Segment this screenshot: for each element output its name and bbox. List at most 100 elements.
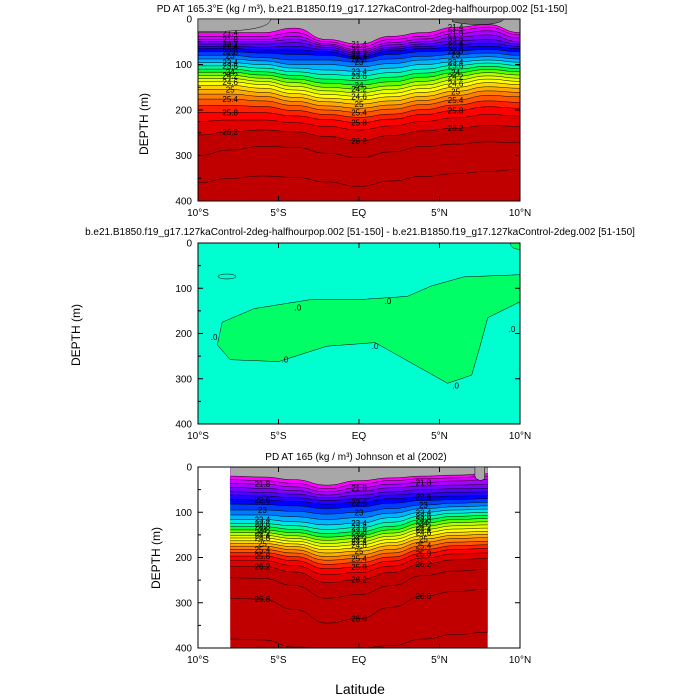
contour-label: 26.2: [416, 560, 432, 569]
isopycnal-line: [230, 498, 488, 509]
isopycnal-line: [198, 26, 520, 48]
isopycnal-line: [198, 66, 520, 81]
contour-label: .0: [509, 325, 516, 334]
y-tick-label: 100: [175, 508, 192, 519]
isopycnal-line: [198, 100, 520, 118]
x-tick-label: 10°N: [509, 655, 531, 666]
contour-label: 23: [355, 508, 364, 517]
contour-label: .0: [211, 333, 218, 342]
contour-label: 22.2: [222, 40, 238, 49]
y-tick-label: 200: [175, 553, 192, 564]
isopycnal-line: [198, 34, 520, 53]
contour-label: 23.4: [351, 519, 367, 528]
contour-label: 23.4: [448, 58, 464, 67]
isopycnal-line: [230, 521, 488, 541]
contour-label: 21.8: [255, 480, 271, 489]
contour-label: 23.6: [351, 72, 367, 81]
contour-label: .0: [452, 382, 459, 391]
isopycnal-line: [230, 508, 488, 526]
contour-label: 24.6: [351, 92, 367, 101]
isopycnal-line: [230, 479, 488, 493]
isopycnal-line: [198, 78, 520, 97]
contour-label: 25: [258, 539, 267, 548]
isopycnal-line: [198, 106, 520, 123]
isopycnal-line: [230, 515, 488, 534]
contour-label: 24: [226, 68, 235, 77]
y-axis-label: DEPTH (m): [69, 304, 83, 366]
density-band: [230, 467, 488, 486]
x-tick-label: 5°S: [270, 431, 287, 442]
isopycnal-line: [230, 475, 488, 489]
y-axis-label: DEPTH (m): [137, 93, 151, 155]
contour-label: 26.6: [416, 592, 432, 601]
isopycnal-line: [230, 534, 488, 554]
contour-label: 25: [355, 547, 364, 556]
contour-label: 22.4: [222, 42, 238, 51]
y-axis-label: DEPTH (m): [149, 527, 163, 589]
contour-label: 23.4: [351, 67, 367, 76]
isopycnal-line: [230, 473, 488, 486]
contour-label: 22.2: [448, 37, 464, 46]
isopycnal-line: [230, 569, 488, 599]
contour-label: 25.4: [255, 545, 271, 554]
y-tick-label: 0: [186, 463, 192, 474]
x-tick-label: EQ: [352, 208, 367, 219]
contour-label: 23.6: [222, 62, 238, 71]
contour-label: 22.8: [448, 47, 464, 56]
contour-label: 25.4: [416, 542, 432, 551]
contour-label: 23: [451, 50, 460, 59]
x-tick-label: 10°S: [187, 431, 209, 442]
contour-label: 23.8: [351, 528, 367, 537]
isopycnal-line: [230, 488, 488, 499]
y-tick-label: 300: [175, 374, 192, 385]
y-tick-label: 300: [175, 598, 192, 609]
isopycnal-line: [198, 75, 520, 93]
isopycnal-line: [198, 86, 520, 105]
isopycnal-line: [230, 588, 488, 624]
contour-label: 24.6: [222, 78, 238, 87]
x-tick-label: EQ: [352, 431, 367, 442]
y-tick-label: 100: [175, 60, 192, 71]
contour-label: 23.8: [255, 523, 271, 532]
contour-label: 21.4: [351, 40, 367, 49]
x-tick-label: 5°N: [431, 431, 448, 442]
contour-label: 24.6: [416, 529, 432, 538]
contour-label: 24.6: [448, 80, 464, 89]
isopycnal-line: [230, 552, 488, 575]
contour-label: 23: [226, 51, 235, 60]
y-tick-label: 300: [175, 151, 192, 162]
isopycnal-line: [230, 483, 488, 496]
contour-label: 25: [355, 100, 364, 109]
contour-label: 24.2: [222, 71, 238, 80]
isopycnal-line: [230, 502, 488, 515]
isopycnal-line: [198, 62, 520, 77]
contour-label: 25: [419, 535, 428, 544]
x-tick-label: 10°S: [187, 208, 209, 219]
contour-label: 24: [355, 531, 364, 540]
isopycnal-line: [230, 491, 488, 501]
contour-label: 25: [451, 87, 460, 96]
contour-line-group: [230, 473, 488, 648]
isopycnal-line: [198, 56, 520, 68]
contour-label: 25.4: [448, 96, 464, 105]
contour-label: 24.2: [351, 534, 367, 543]
isopycnal-line: [230, 518, 488, 538]
contour-label: 23: [419, 501, 428, 510]
isopycnal-line: [198, 24, 520, 45]
contour-label: 25.4: [351, 554, 367, 563]
contour-label: 21.8: [448, 30, 464, 39]
contour-label: 22.4: [448, 40, 464, 49]
contour-label: 26.2: [351, 137, 367, 146]
x-tick-label: 5°S: [270, 655, 287, 666]
isopycnal-line: [230, 512, 488, 530]
contour-label: 24.4: [351, 538, 367, 547]
y-tick-label: 200: [175, 329, 192, 340]
surface-patch: [474, 466, 485, 481]
isopycnal-line: [198, 52, 520, 63]
contour-label: 23.6: [255, 520, 271, 529]
contour-label: 23: [355, 58, 364, 67]
small-contour: [217, 273, 237, 280]
contour-label: 22.6: [255, 496, 271, 505]
contour-label: 23.4: [222, 59, 238, 68]
